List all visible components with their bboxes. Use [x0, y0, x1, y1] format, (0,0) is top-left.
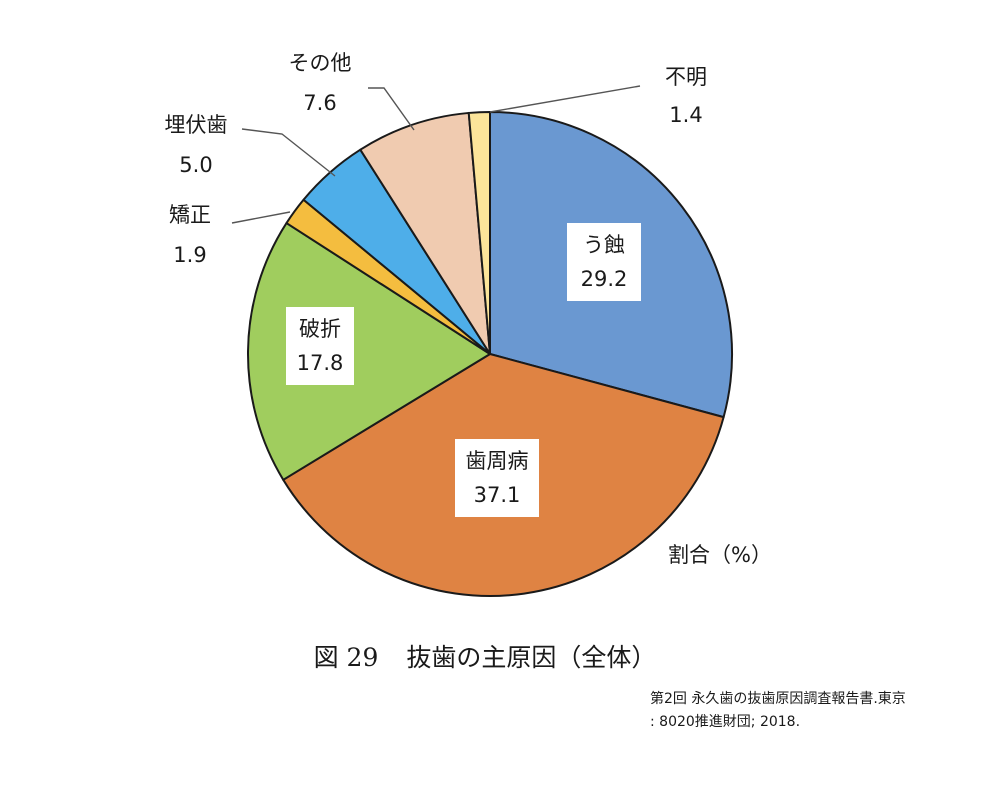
slice-2-label-box	[455, 439, 539, 517]
figure-caption: 図 29 抜歯の主原因（全体）	[0, 638, 970, 674]
slice-1-label-box	[567, 223, 641, 301]
slice-3	[247, 222, 491, 481]
pie-chart: う蝕 29.2 歯周病 37.1 破折 17.8 矯正 1.9 埋伏歯 5.0 その他 7.6 不明 1.…	[165, 51, 772, 597]
slice-6-value: 7.6	[303, 91, 336, 115]
slice-7	[467, 111, 491, 355]
slice-5-value: 5.0	[179, 153, 212, 177]
source-citation: 第2回 永久歯の抜歯原因調査報告書.東京 : 8020推進財団; 2018.	[650, 688, 980, 734]
source-line-1: 第2回 永久歯の抜歯原因調査報告書.東京	[650, 691, 906, 707]
slice-labels: う蝕 29.2 歯周病 37.1 破折 17.8 矯正 1.9 埋伏歯 5.0 その他 7.6 不明 1.…	[165, 51, 707, 517]
slice-5-leader-line	[241, 128, 336, 177]
slice-3-label: 破折	[299, 317, 341, 341]
slice-4-value: 1.9	[173, 243, 206, 267]
slice-2-value: 37.1	[474, 483, 521, 507]
slice-4-label: 矯正	[169, 203, 211, 227]
slice-5-label: 埋伏歯	[165, 113, 228, 137]
slice-7-leader-line	[489, 85, 641, 113]
slice-6	[359, 111, 491, 355]
source-line-2: : 8020推進財団; 2018.	[650, 714, 801, 730]
slice-3-label-box	[286, 307, 354, 385]
leader-lines	[231, 85, 641, 224]
slice-3-value: 17.8	[297, 351, 344, 375]
slice-1-label: う蝕	[583, 233, 625, 257]
slice-7-label: 不明	[665, 65, 707, 89]
slice-1-value: 29.2	[581, 267, 628, 291]
slice-4-leader-line	[231, 211, 291, 224]
figure-title: 抜歯の主原因（全体）	[406, 643, 657, 672]
unit-label: 割合（%）	[668, 543, 772, 567]
slice-6-label: その他	[289, 51, 352, 75]
slice-7-value: 1.4	[669, 103, 702, 127]
slice-2-label: 歯周病	[466, 449, 529, 473]
figure-number: 図 29	[313, 643, 379, 672]
slice-6-leader-line	[368, 87, 415, 131]
